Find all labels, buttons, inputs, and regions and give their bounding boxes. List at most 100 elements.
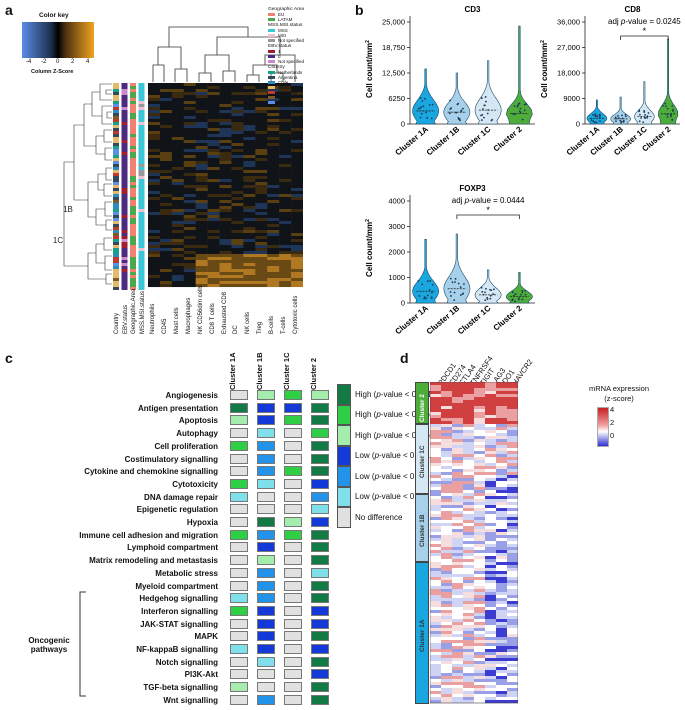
heatmap-cell: [243, 230, 256, 234]
expression-cell: [463, 523, 475, 527]
expression-cell: [474, 385, 486, 389]
heatmap-cell: [171, 146, 185, 150]
heatmap-cell: [279, 221, 292, 225]
expression-cell: [463, 655, 475, 659]
heatmap-cell: [171, 263, 185, 267]
expression-cell: [485, 676, 497, 680]
expression-cell: [463, 475, 475, 479]
expression-cell: [507, 613, 518, 617]
annotation-cell: [130, 281, 136, 284]
expression-cell: [496, 595, 508, 599]
pathway-cell: [311, 415, 329, 426]
annotation-cell: [121, 140, 128, 143]
annotation-cell: [138, 116, 145, 119]
key-label-italic: p: [376, 410, 381, 420]
heatmap-cell: [231, 263, 244, 267]
expression-cell: [441, 415, 453, 419]
expression-cell: [441, 616, 453, 620]
annotation-cell: [130, 179, 136, 182]
heatmap-cell: [207, 92, 220, 96]
annotation-cell: [113, 179, 119, 182]
legend-item: EU: [268, 12, 340, 17]
expression-cell: [474, 595, 486, 599]
expression-cell: [430, 514, 442, 518]
violin-point: [419, 97, 422, 100]
expression-cell: [430, 649, 442, 653]
legend-item-label: EU: [278, 12, 285, 17]
expression-cell: [507, 604, 518, 608]
heatmap-cell: [195, 86, 208, 90]
expression-cell: [441, 469, 453, 473]
pathway-cell: [230, 656, 248, 667]
heatmap-cell: [255, 221, 268, 225]
annotation-cell: [130, 212, 136, 215]
violin-point: [615, 120, 617, 123]
violin-point: [421, 100, 424, 102]
heatmap-cell: [148, 263, 161, 267]
expression-cell: [430, 571, 442, 575]
expression-cell: [430, 598, 442, 602]
expression-cell: [463, 658, 475, 662]
expression-cell: [496, 418, 508, 422]
expression-cell: [452, 391, 464, 395]
expression-cell: [441, 700, 453, 704]
expression-cell: [441, 550, 453, 554]
heatmap-cell: [243, 176, 256, 180]
pathway-cell: [284, 682, 302, 693]
expression-cell: [452, 649, 464, 653]
annotation-cell: [113, 212, 119, 215]
heatmap-cell: [159, 179, 173, 183]
annotation-cell: [130, 224, 136, 227]
annotation-cell: [113, 260, 119, 263]
expression-cell: [474, 430, 486, 434]
heatmap-cell: [207, 185, 220, 189]
violin-x-label: Cluster 1C: [456, 303, 493, 336]
heatmap-cell: [291, 137, 303, 141]
heatmap-cell: [195, 173, 208, 177]
heatmap-cell: [279, 161, 292, 165]
expression-cell: [507, 460, 518, 464]
heatmap-cell: [195, 203, 208, 207]
heatmap-cell: [219, 245, 232, 249]
pathway-cell: [257, 618, 275, 629]
expression-cell: [474, 571, 486, 575]
annotation-cell: [138, 113, 145, 116]
annotation-cell: [130, 152, 136, 155]
heatmap-cell: [231, 110, 244, 114]
expression-cell: [430, 559, 442, 563]
expression-cell: [463, 448, 475, 452]
expression-cell: [441, 571, 453, 575]
expression-cell: [430, 682, 442, 686]
violin-point: [420, 106, 423, 109]
heatmap-cell: [148, 143, 161, 147]
annotation-cell: [113, 287, 119, 290]
heatmap-cell: [148, 146, 161, 150]
heatmap-cell: [255, 83, 268, 87]
expression-cell: [496, 574, 508, 578]
violin-point: [519, 107, 522, 110]
heatmap-cell: [255, 248, 268, 252]
legend-item: Argentina: [268, 75, 340, 80]
expression-cell: [430, 517, 442, 521]
expression-cell: [474, 445, 486, 449]
violin-y-tick: 9000: [563, 94, 580, 103]
heatmap-cell: [279, 239, 292, 243]
heatmap-cell: [231, 188, 244, 192]
pathway-cell: [257, 504, 275, 515]
expression-cell: [441, 502, 453, 506]
heatmap-cell: [207, 122, 220, 126]
annotation-cell: [138, 248, 145, 251]
violin-point: [449, 277, 452, 280]
heatmap-cell: [159, 122, 173, 126]
violin-point: [599, 120, 601, 122]
heatmap-cell: [231, 227, 244, 231]
cluster-1c-text: 1C: [52, 236, 64, 245]
cluster-2-label: Cluster 2: [0, 268, 41, 287]
heatmap-cell: [159, 206, 173, 210]
expression-cell: [485, 652, 497, 656]
expression-cell: [441, 556, 453, 560]
expression-cell: [474, 640, 486, 644]
color-key-ticks: -4 -2 0 2 4: [22, 59, 94, 67]
violin-x-label: Cluster 1B: [425, 124, 462, 157]
expression-cell: [441, 589, 453, 593]
